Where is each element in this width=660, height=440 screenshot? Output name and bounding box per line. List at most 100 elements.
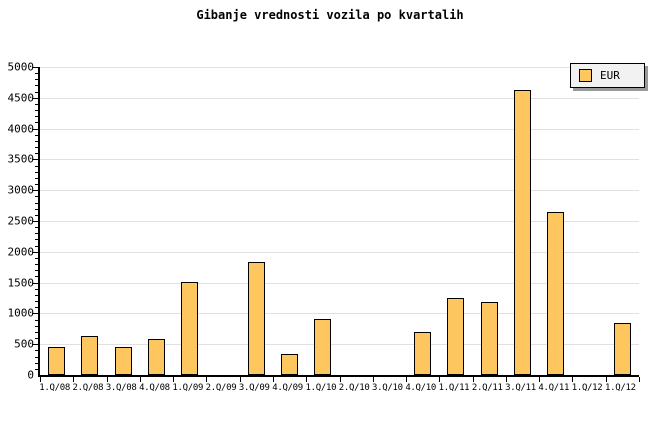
y-label-3500: 3500 <box>7 152 35 166</box>
y-label-1000: 1000 <box>7 306 35 320</box>
y-minor-tick-1900 <box>35 257 38 259</box>
y-minor-tick-3100 <box>35 184 38 186</box>
x-tick-14 <box>506 377 507 382</box>
y-minor-tick-2100 <box>35 245 38 247</box>
y-label-4500: 4500 <box>7 91 35 105</box>
x-label-15: 4.Q/11 <box>538 383 570 393</box>
y-minor-tick-400 <box>35 350 38 352</box>
x-tick-2 <box>107 377 108 382</box>
x-tick-17 <box>606 377 607 382</box>
y-minor-tick-4400 <box>35 103 38 105</box>
y-minor-tick-1300 <box>35 294 38 296</box>
x-tick-6 <box>240 377 241 382</box>
y-major-tick-3500 <box>32 159 38 161</box>
y-major-tick-4000 <box>32 128 38 130</box>
y-minor-tick-800 <box>35 325 38 327</box>
y-minor-tick-300 <box>35 356 38 358</box>
y-minor-tick-4600 <box>35 91 38 93</box>
gridline-3500 <box>40 159 639 161</box>
x-tick-7 <box>273 377 274 382</box>
y-minor-tick-1400 <box>35 288 38 290</box>
x-tick-12 <box>439 377 440 382</box>
bar-1.Q/11-12 <box>447 298 465 375</box>
y-minor-tick-3200 <box>35 177 38 179</box>
x-tick-13 <box>473 377 474 382</box>
y-minor-tick-3900 <box>35 134 38 136</box>
plot-area <box>32 67 640 382</box>
x-label-14: 3.Q/11 <box>505 383 536 393</box>
y-label-3000: 3000 <box>7 183 35 197</box>
y-minor-tick-200 <box>35 362 38 364</box>
gridline-5000 <box>40 67 639 68</box>
x-label-12: 1.Q/11 <box>438 383 470 393</box>
y-major-tick-2000 <box>32 251 38 253</box>
x-tick-11 <box>406 377 407 382</box>
bar-3.Q/09-6 <box>247 262 265 375</box>
gridline-2500 <box>40 221 639 222</box>
y-minor-tick-2200 <box>35 239 38 241</box>
legend-swatch-eur <box>579 69 592 82</box>
y-minor-tick-3400 <box>35 165 38 167</box>
y-minor-tick-600 <box>35 338 38 340</box>
bar-3.Q/11-14 <box>514 90 532 375</box>
x-label-2: 3.Q/08 <box>105 383 137 393</box>
bar-4.Q/09-7 <box>281 354 299 375</box>
y-major-tick-1000 <box>32 313 38 315</box>
bar-1.Q/09-4 <box>181 282 199 375</box>
gridline-4500 <box>40 97 639 99</box>
x-label-3: 4.Q/08 <box>139 383 170 393</box>
y-minor-tick-1100 <box>35 307 38 309</box>
x-tick-18 <box>639 377 640 382</box>
x-tick-10 <box>373 377 374 382</box>
y-minor-tick-4700 <box>35 85 38 87</box>
y-label-2000: 2000 <box>7 245 35 259</box>
x-tick-0 <box>40 377 41 382</box>
x-label-10: 3.Q/10 <box>372 383 403 393</box>
y-label-4000: 4000 <box>7 122 35 136</box>
y-minor-tick-2300 <box>35 233 38 235</box>
y-minor-tick-3300 <box>35 171 38 173</box>
bar-2.Q/11-13 <box>480 302 498 375</box>
y-major-tick-3000 <box>32 190 38 192</box>
y-minor-tick-2800 <box>35 202 38 204</box>
bar-1.Q/10-8 <box>314 319 332 375</box>
y-minor-tick-900 <box>35 319 38 321</box>
y-minor-tick-4300 <box>35 110 38 112</box>
x-axis-labels: 1.Q/08 2.Q/08 3.Q/08 4.Q/08 1.Q/09 2.Q/09 3.Q/… <box>38 383 637 395</box>
x-label-13: 2.Q/11 <box>471 383 503 393</box>
legend-series-label: EUR <box>600 69 620 82</box>
chart-title: Gibanje vrednosti vozila po kvartalih <box>196 8 464 22</box>
bar-1.Q/12-17 <box>613 323 631 375</box>
x-label-0: 1.Q/08 <box>39 383 70 393</box>
y-major-tick-5000 <box>32 67 38 68</box>
y-axis-labels: 0 500 1000 1500 2000 2500 3000 3500 4000 4500 5000 <box>0 62 35 381</box>
y-minor-tick-4200 <box>35 116 38 118</box>
x-tick-8 <box>306 377 307 382</box>
x-label-9: 2.Q/10 <box>338 383 370 393</box>
y-minor-tick-1800 <box>35 264 38 266</box>
y-label-500: 500 <box>14 337 34 351</box>
bar-3.Q/08-2 <box>114 347 132 375</box>
x-tick-3 <box>140 377 141 382</box>
x-tick-1 <box>73 377 74 382</box>
y-minor-tick-2600 <box>35 214 38 216</box>
x-label-4: 1.Q/09 <box>172 383 204 393</box>
x-label-8: 1.Q/10 <box>305 383 337 393</box>
gridline-1000 <box>40 313 639 315</box>
bar-4.Q/10-11 <box>414 332 432 375</box>
y-minor-tick-3800 <box>35 140 38 142</box>
y-label-1500: 1500 <box>7 276 35 290</box>
legend: EUR <box>570 63 645 88</box>
y-label-5000: 5000 <box>7 60 35 74</box>
y-major-tick-500 <box>32 344 38 346</box>
y-minor-tick-1200 <box>35 301 38 303</box>
x-tick-15 <box>539 377 540 382</box>
x-label-7: 4.Q/09 <box>272 383 303 393</box>
x-tick-9 <box>340 377 341 382</box>
y-minor-tick-4900 <box>35 73 38 75</box>
y-minor-tick-1700 <box>35 270 38 272</box>
x-label-6: 3.Q/09 <box>238 383 270 393</box>
y-minor-tick-4100 <box>35 122 38 124</box>
y-minor-tick-2900 <box>35 196 38 198</box>
gridline-500 <box>40 344 639 346</box>
